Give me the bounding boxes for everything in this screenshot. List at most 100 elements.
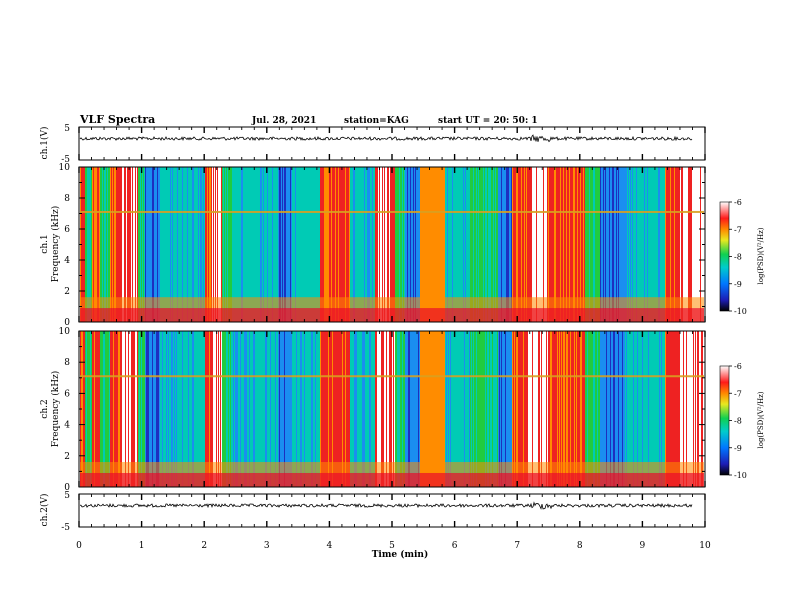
spectrogram-column [263,167,265,322]
spectrogram-column [101,167,103,322]
spectrogram-column [532,331,534,487]
spectrogram-column [549,331,551,487]
spectrogram-column [375,167,377,322]
spectrogram-column [573,331,575,487]
spectrogram-column [664,167,666,322]
colorbar-tick-label: -10 [734,307,747,316]
spectrogram-column [692,331,694,487]
spectrogram-column [306,167,308,322]
spectrogram-column [154,167,156,322]
spectrogram-column [256,167,258,322]
spectrogram-column [687,331,689,487]
spectrogram-column [326,331,328,487]
spectrogram-column [696,167,698,322]
spectrogram-column [241,167,243,322]
spectrogram-column [366,331,368,487]
spectrogram-column [416,331,418,487]
spectrogram-column [249,167,251,322]
spectrogram-column [681,167,683,322]
spectrogram-column [103,167,105,322]
spectrogram-column [195,331,197,487]
spectrogram-column [291,167,293,322]
x-tick-label: 0 [76,541,82,551]
spectrogram-column [179,331,181,487]
spectrogram-column [514,331,516,487]
spectrogram-column [416,167,418,322]
spectrogram-column [564,331,566,487]
spectrogram-column [86,331,88,487]
spectrogram-column [468,167,470,322]
spectrogram-column [621,167,623,322]
spectrogram-column [465,167,467,322]
spectrogram-column [184,331,186,487]
spectrogram-column [638,331,640,487]
spectrogram-column [236,167,238,322]
spectrogram-column [664,331,666,487]
spectrogram-column [430,167,432,322]
spectrogram-column [334,331,336,487]
spectrogram-column [425,167,427,322]
spectrogram-column [116,167,118,322]
spectrogram-column [329,331,331,487]
spectrogram-column [392,167,394,322]
spectrogram-column [455,167,457,322]
spectrogram-column [601,167,603,322]
spectrogram-column [213,167,215,322]
spectrogram-column [489,331,491,487]
spectrogram-column [436,167,438,322]
spectrogram-column [428,331,430,487]
spectrogram-column [362,331,364,487]
spectrogram-column [338,167,340,322]
spectrogram-column [535,167,537,322]
spectrogram-column [200,167,202,322]
spectrogram-column [529,331,531,487]
spectrogram-column [309,331,311,487]
spectrogram-column [108,167,110,322]
spectrogram-column [491,167,493,322]
spectrogram-column [405,167,407,322]
spectrogram-column [429,331,431,487]
spectrogram-column [567,167,569,322]
spectrogram-column [355,167,357,322]
spectrogram-column [642,331,644,487]
spectrogram-column [332,331,334,487]
spectrogram-column [114,331,116,487]
spectrogram-column [640,167,642,322]
spectrogram-column [641,167,643,322]
spectrogram-column [389,331,391,487]
spectrogram-column [95,167,97,322]
spectrogram-column [288,167,290,322]
spectrogram-column [124,331,126,487]
spectrogram-column [204,331,206,487]
spectrogram-column [123,167,125,322]
spectrogram-column [683,167,685,322]
spectrogram-column [418,167,420,322]
spectrogram-column [240,167,242,322]
spectrogram-column [238,331,240,487]
spectrogram-column [92,331,94,487]
spectrogram-column [373,167,375,322]
spectrogram-column [615,331,617,487]
spectrogram-column [569,331,571,487]
spectrogram-column [169,167,171,322]
spectrogram-column [259,331,261,487]
spectrogram-column [581,167,583,322]
spectrogram-column [647,167,649,322]
spectrogram-carrier-line [80,210,704,213]
spectrogram-column [579,331,581,487]
spectrogram-column [328,167,330,322]
x-tick-label: 9 [640,541,646,551]
spectrogram-column [273,331,275,487]
spectrogram-column [149,167,151,322]
spectrogram-column [144,167,146,322]
spectrogram-column [246,331,248,487]
spectrogram-column [227,167,229,322]
spectrogram-column [169,331,171,487]
spectrogram-column [243,331,245,487]
spectrogram-column [334,167,336,322]
spectrogram-column [700,331,702,487]
spectrogram-column [468,331,470,487]
spectrogram-column [234,331,236,487]
spectrogram-column [582,331,584,487]
spectrogram-column [146,167,148,322]
